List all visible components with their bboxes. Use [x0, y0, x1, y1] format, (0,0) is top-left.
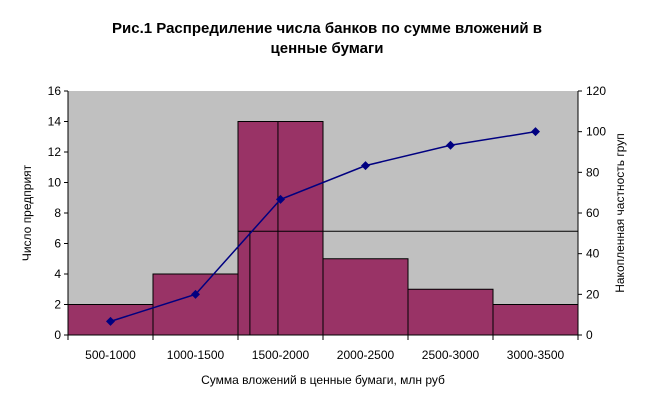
right-tick-label: 120 — [586, 84, 606, 98]
x-tick-label: 1000-1500 — [167, 348, 225, 362]
line-marker-2500-3000 — [446, 140, 455, 150]
right-tick-label: 20 — [586, 287, 600, 301]
right-y-axis-label: Накопленная частность груп — [613, 133, 627, 293]
right-tick-label: 60 — [586, 206, 600, 220]
chart-title-line-2: ценные бумаги — [271, 40, 384, 57]
line-marker-500-1000 — [106, 316, 115, 326]
left-y-ticks: 0 2 4 6 8 10 12 14 16 — [48, 84, 68, 342]
right-tick-label: 100 — [586, 125, 606, 139]
x-tick-label: 1500-2000 — [252, 348, 310, 362]
line-marker-2000-2500 — [361, 161, 370, 171]
x-tick-label: 500-1000 — [85, 348, 136, 362]
left-tick-label: 10 — [48, 176, 62, 190]
left-tick-label: 6 — [54, 237, 61, 251]
left-tick-label: 12 — [48, 145, 62, 159]
left-tick-label: 0 — [54, 328, 61, 342]
line-marker-3000-3500 — [531, 127, 540, 137]
bar-2500-3000 — [407, 288, 494, 336]
x-tick-label: 2000-2500 — [337, 348, 395, 362]
left-tick-label: 14 — [48, 115, 62, 129]
bar-group — [67, 121, 579, 336]
cumulative-line — [110, 130, 536, 323]
bar-2000-2500 — [322, 258, 409, 336]
right-tick-label: 40 — [586, 247, 600, 261]
bar-3000-3500 — [492, 304, 579, 336]
chart-title-line-1: Рис.1 Распредиление числа банков по сумм… — [112, 20, 542, 37]
x-axis-label: Сумма вложений в ценные бумаги, млн руб — [201, 373, 445, 387]
left-tick-label: 16 — [48, 84, 62, 98]
x-ticks: 500-1000 1000-1500 1500-2000 2000-2500 2500-… — [67, 335, 579, 362]
x-tick-label: 3000-3500 — [507, 348, 565, 362]
right-tick-label: 0 — [586, 328, 593, 342]
right-tick-label: 80 — [586, 165, 600, 179]
right-y-ticks: 0 20 40 60 80 100 120 — [578, 84, 606, 342]
cumulative-line-group — [106, 127, 540, 326]
left-tick-label: 8 — [54, 206, 61, 220]
left-y-axis-label: Число предприят — [20, 164, 34, 261]
left-tick-label: 2 — [54, 298, 61, 312]
left-tick-label: 4 — [54, 267, 61, 281]
bar-1500-2000 — [237, 121, 324, 336]
bar-1000-1500 — [152, 273, 239, 336]
x-tick-label: 2500-3000 — [422, 348, 480, 362]
line-marker-1500-2000 — [276, 194, 285, 204]
line-marker-1000-1500 — [191, 289, 200, 299]
